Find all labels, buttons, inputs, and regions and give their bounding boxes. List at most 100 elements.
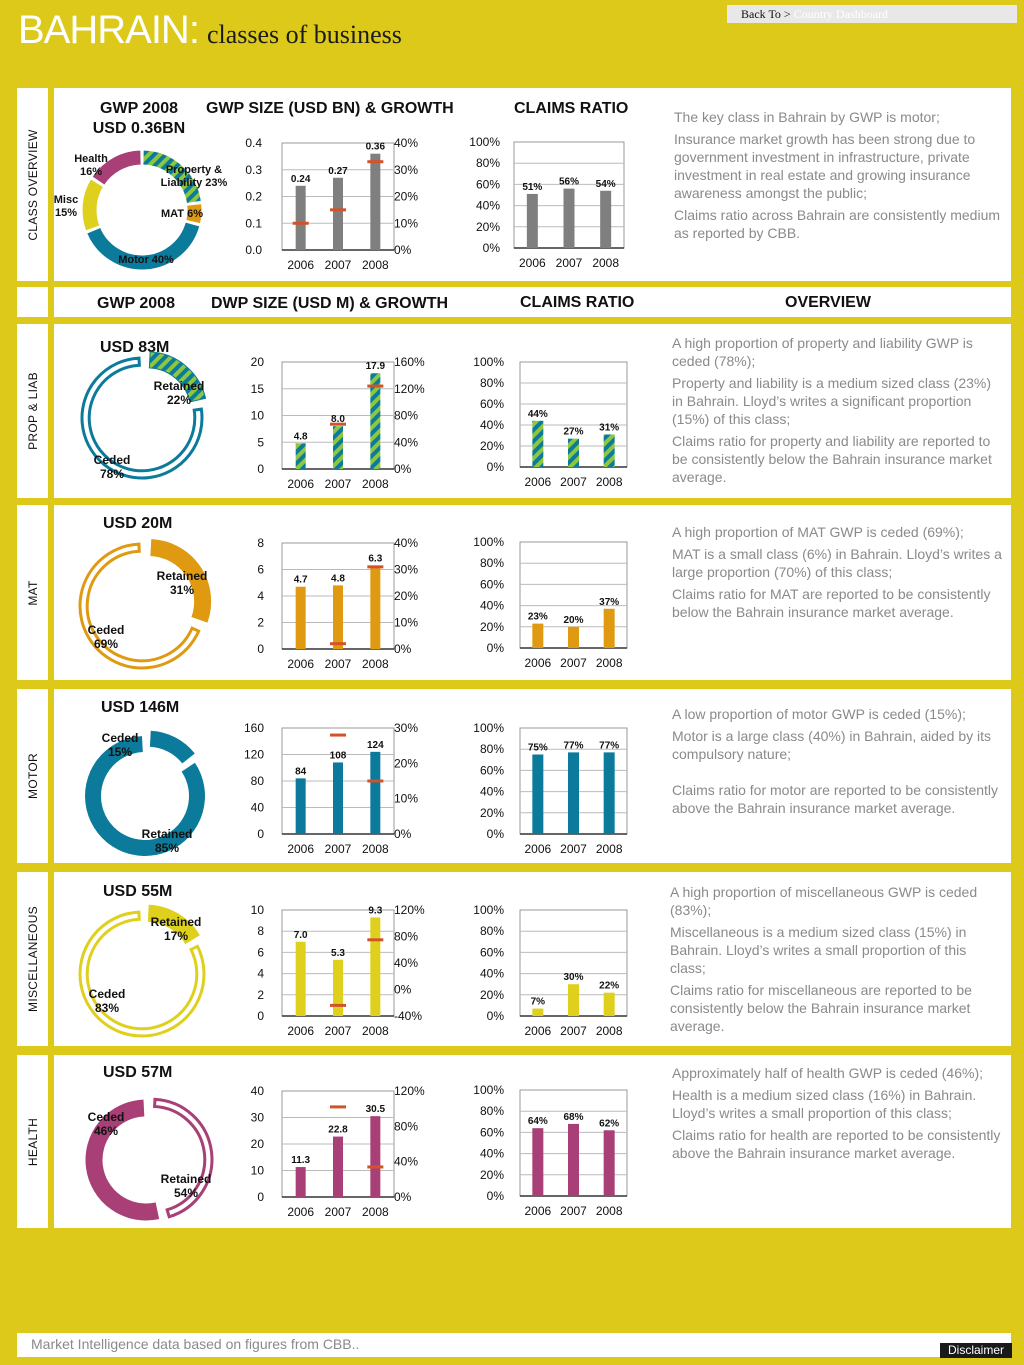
bar (532, 623, 544, 648)
ring-segment (80, 356, 204, 480)
y2-tick-label: 10% (394, 616, 418, 630)
bar (603, 434, 615, 467)
y-tick-label: 80% (480, 376, 504, 390)
mat-charts: Retained 31%Ceded 69% 024680%10%20%30%40%4… (78, 535, 628, 671)
y2-tick-label: -40% (394, 1009, 422, 1023)
growth-marker (330, 208, 346, 212)
bar (603, 752, 615, 834)
mat-label: MAT (25, 579, 40, 606)
y-tick-label: 5 (257, 435, 264, 449)
y-tick-label: 0% (487, 460, 505, 474)
y-tick-label: 0% (487, 827, 505, 841)
ring-label: Ceded 69% (88, 623, 125, 651)
ring-segment (85, 1099, 160, 1221)
section-paragraph: Health is a medium sized class (16%) in … (672, 1087, 977, 1121)
disclaimer-button[interactable]: Disclaimer (940, 1343, 1012, 1358)
ring-label: Ceded 78% (94, 453, 131, 481)
data-label: 4.8 (294, 431, 308, 442)
motor-donut-chart: Ceded 15% Retained 85% (85, 730, 206, 856)
y-tick-label: 100% (473, 355, 504, 369)
section-paragraph: Claims ratio for motor are reported to b… (672, 782, 999, 816)
data-label: 4.8 (331, 573, 345, 584)
y-tick-label: 20% (480, 439, 504, 453)
class-overview-sidebar: CLASS OVERVIEW (17, 88, 48, 281)
class-overview-main: GWP 2008 USD 0.36BN GWP SIZE (USD BN) & … (54, 88, 1011, 281)
back-to-label: Back To > (741, 7, 791, 21)
health-panel: HEALTH USD 57M Ceded 46% Retained 54% 0 10 20… (17, 1055, 1011, 1228)
prop-liab-text: A high proportion of property and liabil… (672, 334, 1002, 490)
bar (600, 190, 612, 248)
misc-charts: Retained 17% Ceded 83% 0 2 4 6 8 10 -40% 0% 40% 80% 1… (78, 903, 628, 1038)
page-title: BAHRAIN: classes of business (18, 8, 402, 53)
x-tick-label: 2008 (596, 1204, 623, 1218)
y2-tick-label: 0% (394, 1190, 412, 1204)
bar (526, 193, 538, 248)
ring-label: Ceded 15% (102, 731, 139, 759)
section-paragraph: Claims ratio for property and liability … (672, 433, 992, 485)
data-label: 22% (599, 981, 619, 992)
y-tick-label: 30 (251, 1111, 265, 1125)
section-paragraph: Claims ratio for health are reported to … (672, 1127, 1001, 1161)
data-label: 44% (528, 409, 548, 420)
bar (568, 1123, 579, 1196)
prop-liab-panel: PROP & LIAB USD 83M Retained 22% Ceded 78% … (17, 324, 1011, 498)
growth-marker (367, 938, 384, 942)
ring-label: Ceded 46% (88, 1110, 125, 1138)
y-tick-label: 4 (257, 967, 264, 981)
data-label: 5.3 (331, 948, 345, 959)
page-subtitle: classes of business (206, 20, 402, 49)
data-label: 4.7 (294, 575, 308, 586)
x-tick-label: 2006 (524, 842, 551, 856)
y-tick-label: 20% (480, 1168, 504, 1182)
y-tick-label: 15 (251, 382, 265, 396)
health-sidebar: HEALTH (17, 1055, 48, 1228)
bar (568, 984, 579, 1016)
overview-claims-header: CLAIMS RATIO (514, 100, 629, 117)
y-tick-label: 60% (480, 1125, 504, 1139)
bar (603, 1130, 615, 1196)
data-label: 0.36 (366, 142, 386, 153)
y-tick-label: 0.2 (245, 190, 262, 204)
country-dashboard-link[interactable]: Country Dashboard (793, 7, 889, 21)
y-tick-label: 80% (480, 924, 504, 938)
data-label: 64% (528, 1116, 548, 1127)
y2-tick-label: 40% (394, 435, 418, 449)
y-tick-label: 8 (257, 536, 264, 550)
health-text: Approximately half of health GWP is cede… (672, 1064, 1002, 1166)
ring-label: Retained 85% (142, 827, 193, 855)
ring-segment (78, 542, 201, 670)
growth-marker (330, 642, 346, 646)
x-tick-label: 2006 (287, 258, 314, 272)
x-tick-label: 2006 (524, 475, 551, 489)
x-tick-label: 2008 (596, 1024, 623, 1038)
motor-main: USD 146M Ceded 15% Retained 85% 0 40 80 120 160… (54, 689, 1011, 863)
y-tick-label: 0% (487, 641, 505, 655)
data-label: 84 (295, 766, 307, 777)
x-tick-label: 2008 (596, 656, 623, 670)
data-label: 20% (563, 615, 583, 626)
x-tick-label: 2008 (362, 1205, 389, 1219)
data-label: 68% (563, 1112, 583, 1123)
class-overview-label: CLASS OVERVIEW (25, 128, 40, 241)
bar (370, 1116, 381, 1197)
section-paragraph: Motor is a large class (40%) in Bahrain,… (672, 728, 992, 762)
ring-label: Retained 22% (154, 379, 205, 407)
data-label: 7% (531, 997, 546, 1008)
bar (295, 1167, 306, 1197)
misc-donut-chart: Retained 17% Ceded 83% (78, 904, 206, 1038)
x-tick-label: 2007 (560, 1024, 587, 1038)
y-tick-label: 6 (257, 945, 264, 959)
bar (603, 992, 615, 1016)
x-tick-label: 2008 (362, 1024, 389, 1038)
y-tick-label: 0% (487, 1189, 505, 1203)
x-tick-label: 2007 (325, 842, 352, 856)
bar (568, 626, 579, 648)
prop-liab-donut-chart: Retained 22% Ceded 78% (80, 351, 207, 481)
health-claims-chart: 0% 20% 40% 60% 80% 100% 64% 2006 68% 2007 62% 2008 (473, 1083, 628, 1218)
y-tick-label: 40% (480, 967, 504, 981)
section-paragraph: Property and liability is a medium sized… (672, 375, 992, 427)
growth-marker (367, 779, 384, 783)
data-label: 7.0 (294, 930, 308, 941)
motor-claims-chart: 0% 20% 40% 60% 80% 100% 75% 2006 77% 2007 77% 2008 (473, 721, 628, 856)
y2-tick-label: 0% (394, 983, 412, 997)
